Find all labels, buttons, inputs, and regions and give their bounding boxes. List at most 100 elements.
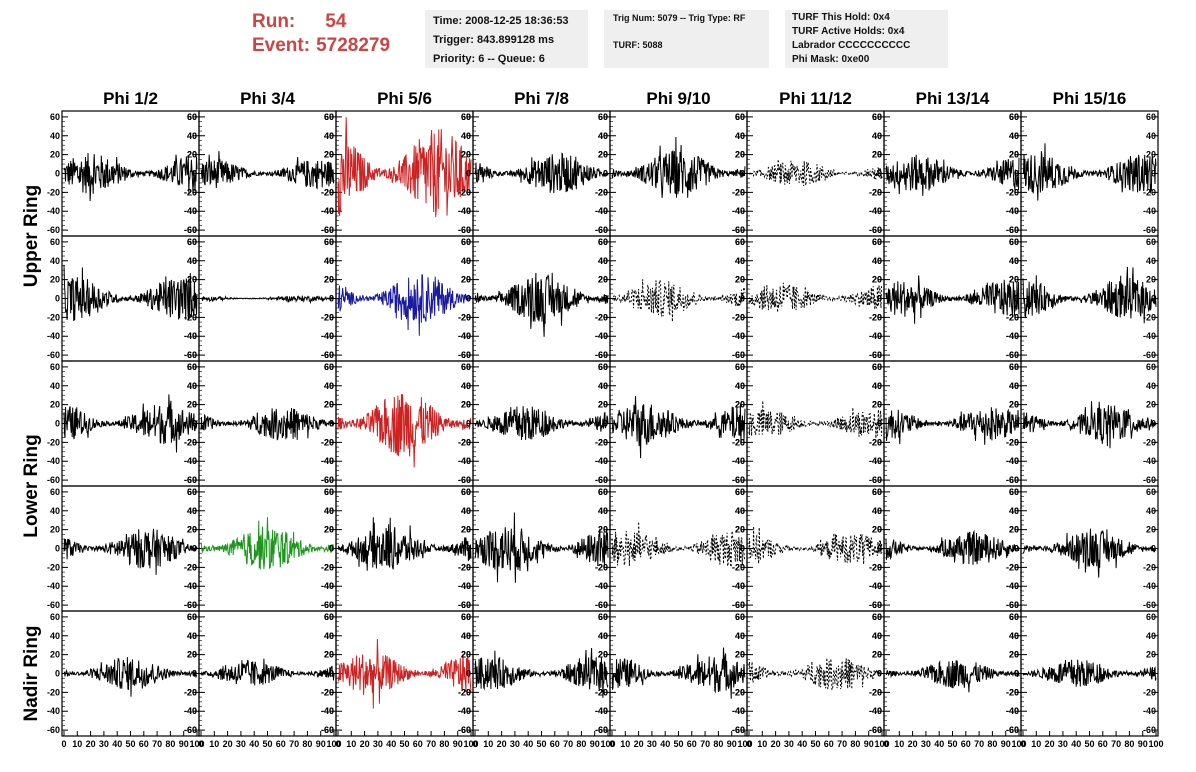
y-tick-label-left: 20 — [735, 400, 745, 410]
x-tick-label: 70 — [426, 739, 436, 749]
y-tick-label-right: 40 — [735, 506, 745, 516]
y-tick-label-right: -20 — [184, 562, 197, 572]
y-tick-label-right: 40 — [187, 631, 197, 641]
waveform-trace — [885, 660, 1020, 693]
y-tick-label-left: 20 — [735, 525, 745, 535]
y-tick-label-right: 40 — [872, 256, 882, 266]
y-tick-label-right: 40 — [1146, 381, 1156, 391]
y-tick-label-left: -60 — [595, 725, 608, 735]
y-tick-label-right: -60 — [1006, 350, 1019, 360]
y-tick-label-right: 20 — [461, 275, 471, 285]
x-tick-label: 40 — [797, 739, 807, 749]
y-tick-label-left: -60 — [595, 475, 608, 485]
y-tick-label-left: 20 — [324, 275, 334, 285]
x-tick-label: 80 — [713, 739, 723, 749]
y-tick-label-left: 20 — [187, 650, 197, 660]
waveform-trace — [337, 393, 472, 468]
y-tick-label-left: 60 — [50, 112, 60, 122]
y-tick-label-right: -20 — [869, 687, 882, 697]
y-tick-label-left: 0 — [740, 544, 745, 554]
y-tick-label-right: -40 — [595, 706, 608, 716]
y-tick-label-right: -60 — [321, 475, 334, 485]
y-tick-label-left: -40 — [184, 706, 197, 716]
y-tick-label-right: 20 — [872, 275, 882, 285]
y-tick-label-left: 0 — [192, 294, 197, 304]
y-tick-label-right: -20 — [1006, 562, 1019, 572]
y-tick-label-right: 60 — [1146, 237, 1156, 247]
y-tick-label-left: 20 — [1009, 525, 1019, 535]
y-tick-label-left: 60 — [872, 237, 882, 247]
y-tick-label-left: 60 — [324, 487, 334, 497]
y-tick-label-left: -20 — [595, 562, 608, 572]
y-tick-label-right: 60 — [598, 362, 608, 372]
y-tick-label-left: -60 — [321, 475, 334, 485]
y-tick-label-left: -40 — [1006, 706, 1019, 716]
y-tick-label-left: 0 — [55, 294, 60, 304]
y-tick-label-right: 40 — [461, 256, 471, 266]
y-tick-label-right: 60 — [324, 612, 334, 622]
y-tick-label-right: -40 — [321, 581, 334, 591]
y-tick-label-right: -40 — [184, 206, 197, 216]
y-tick-label-left: 0 — [192, 544, 197, 554]
y-tick-label-right: 60 — [735, 362, 745, 372]
y-tick-label-left: -20 — [458, 687, 471, 697]
column-title: Phi 15/16 — [1053, 89, 1127, 108]
y-tick-label-left: 20 — [324, 650, 334, 660]
x-tick-label: 100 — [737, 739, 752, 749]
y-tick-label-right: 20 — [324, 150, 334, 160]
y-tick-label-right: 40 — [187, 381, 197, 391]
y-tick-label-right: -60 — [732, 350, 745, 360]
waveform-trace — [885, 529, 1020, 565]
y-tick-label-right: -20 — [595, 437, 608, 447]
waveform-trace — [885, 275, 1020, 324]
y-tick-label-left: 0 — [603, 294, 608, 304]
y-tick-label-left: -60 — [732, 225, 745, 235]
turf-hold-text: TURF This Hold: 0x4 — [792, 12, 890, 23]
y-tick-label-left: 20 — [324, 150, 334, 160]
y-tick-label-right: -60 — [184, 350, 197, 360]
y-tick-label-left: 0 — [740, 294, 745, 304]
run-value: 54 — [325, 11, 347, 32]
y-tick-label-left: 40 — [324, 131, 334, 141]
y-tick-label-left: 60 — [187, 612, 197, 622]
column-title: Phi 5/6 — [377, 89, 432, 108]
y-tick-label-left: 40 — [872, 631, 882, 641]
x-tick-label: 10 — [757, 739, 767, 749]
y-tick-label-left: 40 — [872, 256, 882, 266]
y-tick-label-right: 60 — [598, 487, 608, 497]
x-tick-label: 90 — [1138, 739, 1148, 749]
y-tick-label-right: 20 — [324, 650, 334, 660]
y-tick-label-left: -20 — [47, 187, 60, 197]
y-tick-label-right: -60 — [595, 725, 608, 735]
y-tick-label-right: 40 — [461, 631, 471, 641]
y-tick-label-right: -40 — [1143, 206, 1156, 216]
y-tick-label-right: 40 — [324, 631, 334, 641]
y-tick-label-right: 40 — [324, 506, 334, 516]
y-tick-label-left: -40 — [47, 456, 60, 466]
x-tick-label: 100 — [874, 739, 889, 749]
y-tick-label-right: -60 — [869, 225, 882, 235]
y-tick-label-right: 40 — [187, 506, 197, 516]
y-tick-label-left: 40 — [1009, 256, 1019, 266]
y-tick-label-right: 20 — [1146, 525, 1156, 535]
y-tick-label-left: -60 — [47, 225, 60, 235]
y-tick-label-right: 20 — [872, 150, 882, 160]
x-tick-label: 20 — [771, 739, 781, 749]
y-tick-label-left: 0 — [877, 169, 882, 179]
y-tick-label-left: -20 — [595, 437, 608, 447]
y-tick-label-left: -20 — [321, 187, 334, 197]
y-tick-label-left: 40 — [735, 506, 745, 516]
y-tick-label-left: -40 — [321, 456, 334, 466]
x-tick-label: 30 — [510, 739, 520, 749]
y-tick-label-right: -40 — [732, 456, 745, 466]
y-tick-label-right: -40 — [458, 331, 471, 341]
y-tick-label-left: 60 — [598, 612, 608, 622]
waveform-trace — [63, 528, 198, 575]
y-tick-label-right: -40 — [1006, 581, 1019, 591]
time-text: Time: 2008-12-25 18:36:53 — [433, 15, 569, 27]
y-tick-label-left: 20 — [50, 650, 60, 660]
y-tick-label-right: -60 — [321, 350, 334, 360]
waveform-trace — [748, 400, 883, 439]
y-tick-label-right: -40 — [595, 331, 608, 341]
y-tick-label-right: -60 — [1006, 475, 1019, 485]
